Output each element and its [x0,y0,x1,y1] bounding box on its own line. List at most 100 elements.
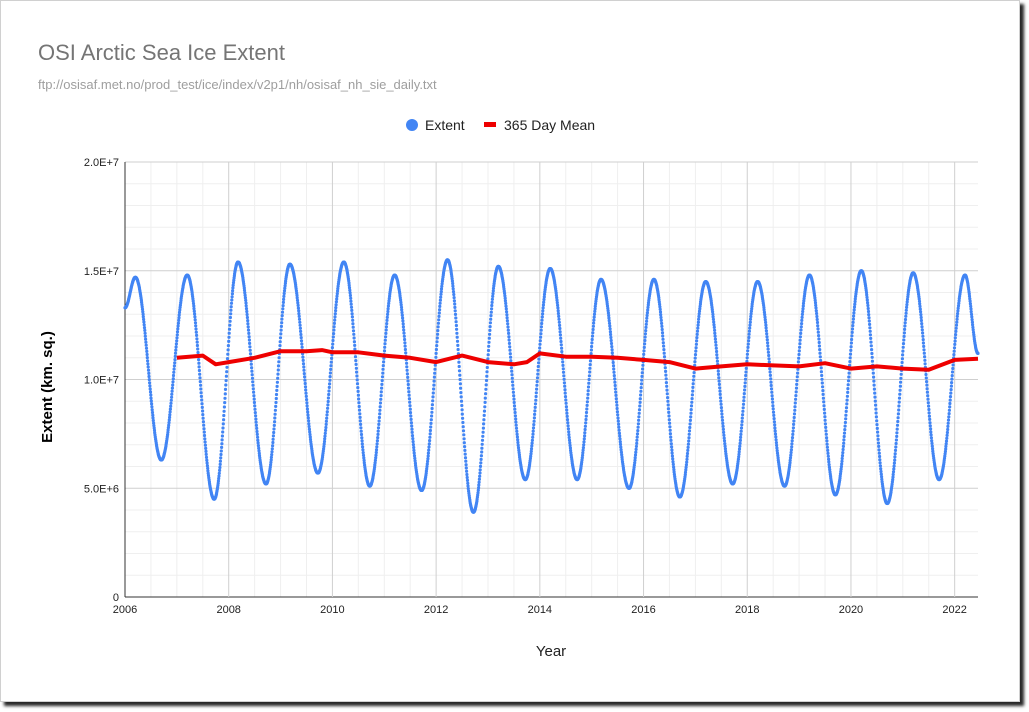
extent-point [634,447,638,451]
extent-point [482,418,486,422]
extent-point [968,302,973,306]
extent-point [693,356,697,360]
extent-point [247,335,251,339]
extent-point [243,293,247,297]
extent-point [171,377,175,381]
extent-point [922,348,926,352]
extent-point [427,445,431,449]
extent-point [170,389,174,393]
extent-point [878,461,882,465]
extent-point [971,328,975,332]
extent-point [332,325,336,329]
extent-point [195,340,199,344]
extent-point [949,391,953,395]
extent-point [508,345,512,349]
extent-point [322,442,326,446]
extent-point [142,323,146,327]
extent-point [178,303,182,307]
extent-point [658,302,662,306]
extent-point [879,469,883,474]
extent-point [229,301,234,305]
extent-point [872,375,876,379]
extent-point [904,314,908,318]
extent-point [839,467,843,471]
extent-point [512,400,516,405]
extent-point [279,328,283,332]
extent-point [299,336,303,340]
extent-point [399,298,403,302]
extent-point [152,426,156,430]
extent-point [557,320,561,324]
extent-point [229,308,233,312]
extent-point [590,337,594,342]
extent-point [903,317,908,322]
extent-point [488,325,492,329]
extent-point [280,310,285,314]
extent-point [360,442,364,446]
extent-point [281,307,285,311]
extent-point [944,442,948,446]
extent-point [201,420,205,424]
extent-point [791,432,795,436]
extent-point [899,380,903,384]
extent-point [144,343,148,347]
extent-point [846,383,850,387]
extent-point [638,397,642,401]
extent-point [324,425,328,430]
extent-point [482,413,486,417]
extent-point [172,370,176,374]
x-tick-label: 2020 [839,604,863,616]
extent-point [849,345,853,349]
extent-point [902,334,906,338]
extent-point [269,455,273,459]
extent-point [351,329,356,333]
extent-point [276,376,280,380]
extent-point [581,453,585,457]
extent-point [478,464,483,468]
extent-point [252,397,256,401]
extent-point [663,366,667,370]
extent-point [795,379,799,383]
extent-point [252,400,256,405]
extent-point [205,464,209,468]
extent-point [458,373,462,377]
extent-point [202,423,206,427]
extent-point [333,315,337,319]
extent-point [593,304,597,308]
extent-point [689,408,693,412]
extent-point [843,428,847,432]
extent-point [895,427,899,431]
extent-point [334,306,338,310]
extent-point [276,364,281,368]
extent-point [776,453,780,458]
extent-point [227,327,232,331]
extent-point [643,335,647,339]
extent-point [947,408,952,412]
extent-point [325,413,329,417]
extent-point [671,457,675,461]
extent-point [839,469,843,474]
extent-point [380,375,385,379]
extent-point [505,316,509,320]
extent-point [903,321,907,325]
extent-point [953,342,957,346]
extent-point [386,309,390,314]
extent-point [224,383,228,387]
extent-point [852,311,856,315]
extent-point [230,298,234,302]
extent-point [408,400,412,404]
extent-point [400,313,404,317]
extent-point [848,356,852,360]
extent-point [413,456,417,460]
extent-point [947,415,951,419]
extent-point [355,378,359,382]
extent-point [741,406,745,410]
extent-point [922,351,926,355]
extent-point [841,444,846,448]
extent-point [332,321,336,325]
extent-point [436,321,440,325]
extent-point [720,415,724,419]
extent-point [151,416,155,420]
extent-point [892,461,897,465]
extent-point [767,357,771,361]
